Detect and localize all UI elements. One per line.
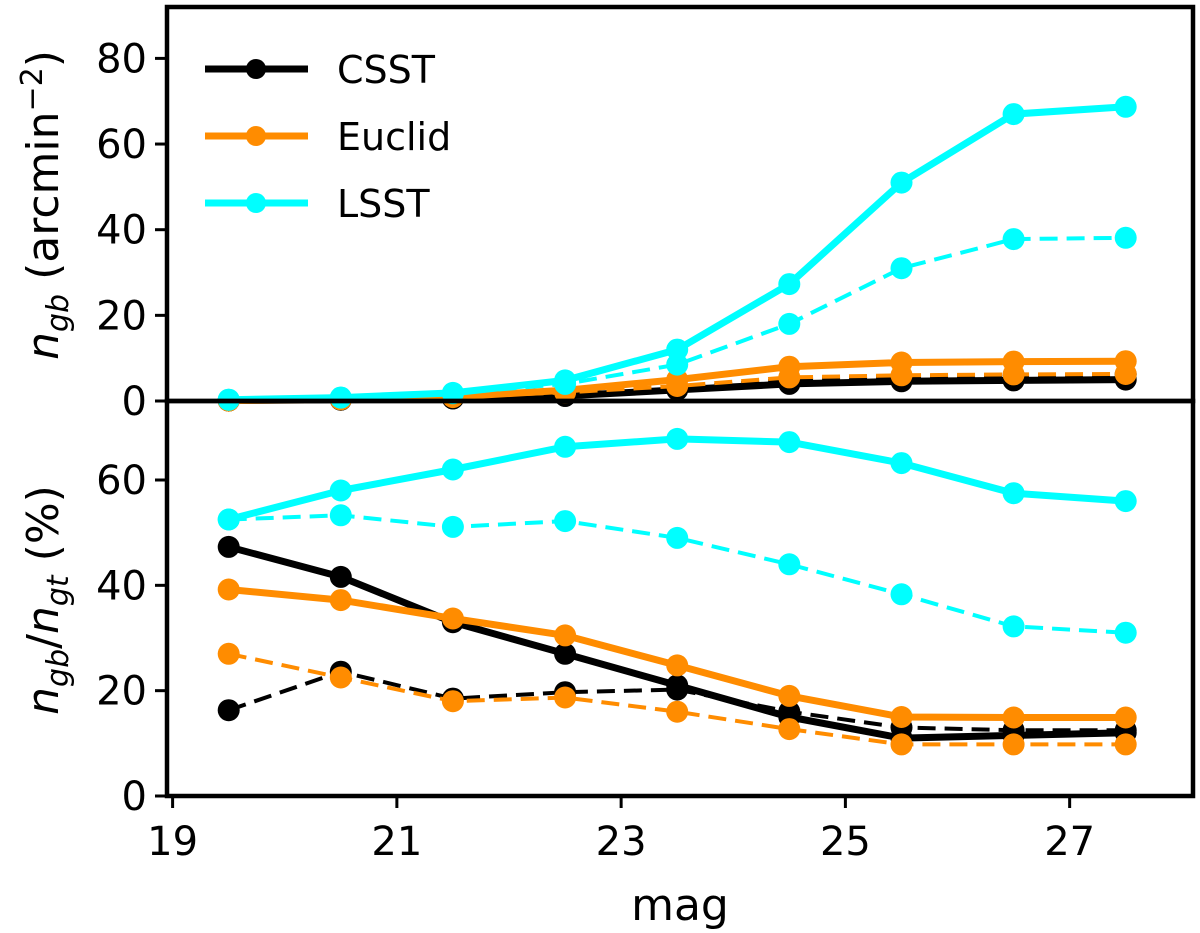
top-point-euclid-dashed-5 [778,366,801,389]
bottom-point-lsst-solid-5 [778,431,801,454]
top-series-line-lsst-dashed [228,235,1126,402]
legend-marker-euclid [246,126,266,146]
legend-label-lsst: LSST [337,182,430,226]
bottom-point-lsst-solid-8 [1114,490,1137,513]
bottom-series-line-lsst-solid [227,435,1126,523]
bottom-point-euclid-solid-2 [441,607,464,630]
bottom-point-euclid-solid-8 [1114,706,1137,729]
bottom-point-euclid-dashed-4 [666,700,689,723]
bottom-x-ticks: 19 21 23 25 27 [147,796,1095,865]
top-panel: 0 20 40 60 80 [96,36,1137,425]
bottom-point-csst-solid-0 [217,535,240,558]
legend-entry-euclid: Euclid [205,115,451,159]
bottom-point-lsst-dashed-7 [1002,615,1025,638]
bottom-point-euclid-solid-4 [666,654,689,677]
legend-entry-lsst: LSST [205,182,430,226]
x-tick-label-19: 19 [147,819,198,865]
legend-marker-lsst [246,193,266,213]
top-point-lsst-dashed-8 [1114,226,1137,249]
bottom-point-lsst-solid-7 [1002,482,1025,505]
top-point-lsst-dashed-6 [890,257,913,280]
bottom-point-euclid-dashed-1 [329,666,352,689]
bottom-point-csst-solid-1 [329,565,352,588]
bottom-point-lsst-dashed-1 [329,504,352,527]
bottom-point-csst-solid-3 [554,642,577,665]
bottom-point-lsst-solid-1 [329,479,352,502]
top-point-lsst-solid-7 [1002,103,1025,126]
bottom-y-tick-label-0: 0 [122,774,147,820]
bottom-point-csst-dashed-5 [778,700,801,723]
bottom-series-group [217,427,1137,756]
top-y-tick-label-0: 0 [122,379,147,425]
top-point-lsst-dashed-5 [778,312,801,335]
top-point-euclid-dashed-7 [1002,363,1025,386]
top-y-tick-label-80: 80 [96,36,147,82]
bottom-point-csst-dashed-0 [217,699,240,722]
legend-entry-csst: CSST [205,48,436,92]
bottom-panel: 0 20 40 60 19 21 23 25 27 [96,427,1137,865]
bottom-point-lsst-solid-3 [554,435,577,458]
x-tick-label-21: 21 [371,819,422,865]
top-point-lsst-solid-5 [778,273,801,296]
top-point-euclid-dashed-6 [890,364,913,387]
bottom-point-euclid-dashed-6 [890,733,913,756]
top-point-euclid-dashed-8 [1114,363,1137,385]
top-point-euclid-dashed-4 [666,375,689,397]
bottom-point-euclid-solid-5 [778,684,801,707]
bottom-point-euclid-dashed-8 [1114,733,1137,756]
bottom-point-lsst-dashed-2 [441,515,464,538]
top-y-axis-label: ngb(arcmin−2) [15,50,76,360]
top-point-lsst-dashed-3 [554,372,577,395]
top-point-lsst-dashed-4 [666,353,689,376]
bottom-series-line-lsst-dashed [228,513,1126,635]
bottom-point-euclid-dashed-5 [778,718,801,741]
legend-label-euclid: Euclid [337,115,451,159]
bottom-y-ticks: 0 20 40 60 [96,458,167,820]
top-y-ticks: 0 20 40 60 80 [96,36,167,425]
x-tick-label-25: 25 [820,819,871,865]
legend: CSST Euclid LSST [205,48,451,226]
bottom-point-lsst-solid-2 [441,458,464,481]
bottom-y-axis-label: ngb/ngt(%) [18,485,76,715]
bottom-series-line-csst-dashed [228,669,1126,733]
bottom-series-line-euclid-dashed [228,651,1126,747]
bottom-y-tick-label-40: 40 [96,563,147,609]
bottom-point-euclid-solid-3 [554,624,577,647]
top-point-lsst-solid-6 [890,171,913,194]
bottom-panel-frame [164,398,1196,799]
bottom-point-euclid-solid-1 [329,589,352,612]
legend-label-csst: CSST [337,48,436,92]
bottom-point-lsst-dashed-5 [778,553,801,576]
top-point-lsst-dashed-7 [1002,228,1025,251]
x-tick-label-23: 23 [596,819,647,865]
bottom-y-tick-label-60: 60 [96,458,147,504]
bottom-point-lsst-solid-4 [666,427,689,450]
bottom-point-lsst-dashed-8 [1114,621,1137,644]
bottom-point-lsst-dashed-0 [217,508,240,531]
bottom-point-euclid-dashed-3 [554,686,577,709]
bottom-point-lsst-solid-6 [890,452,913,475]
bottom-point-euclid-solid-6 [890,706,913,728]
top-point-lsst-dashed-1 [329,386,352,409]
bottom-point-lsst-dashed-4 [666,526,689,549]
bottom-y-tick-label-20: 20 [96,669,147,715]
bottom-point-euclid-dashed-7 [1002,733,1025,756]
bottom-point-euclid-solid-0 [217,578,240,601]
bottom-point-csst-dashed-4 [666,678,689,701]
bottom-point-lsst-dashed-3 [554,510,577,533]
bottom-point-euclid-dashed-0 [217,642,240,665]
top-y-tick-label-40: 40 [96,208,147,254]
legend-marker-csst [246,59,266,79]
top-y-tick-label-60: 60 [96,122,147,168]
top-point-lsst-solid-8 [1114,95,1137,118]
bottom-point-euclid-dashed-2 [441,690,464,713]
bottom-point-lsst-dashed-6 [890,583,913,606]
bottom-point-euclid-solid-7 [1002,706,1025,729]
top-y-tick-label-20: 20 [96,293,147,339]
x-axis-label: mag [631,880,729,931]
x-tick-label-27: 27 [1044,819,1095,865]
